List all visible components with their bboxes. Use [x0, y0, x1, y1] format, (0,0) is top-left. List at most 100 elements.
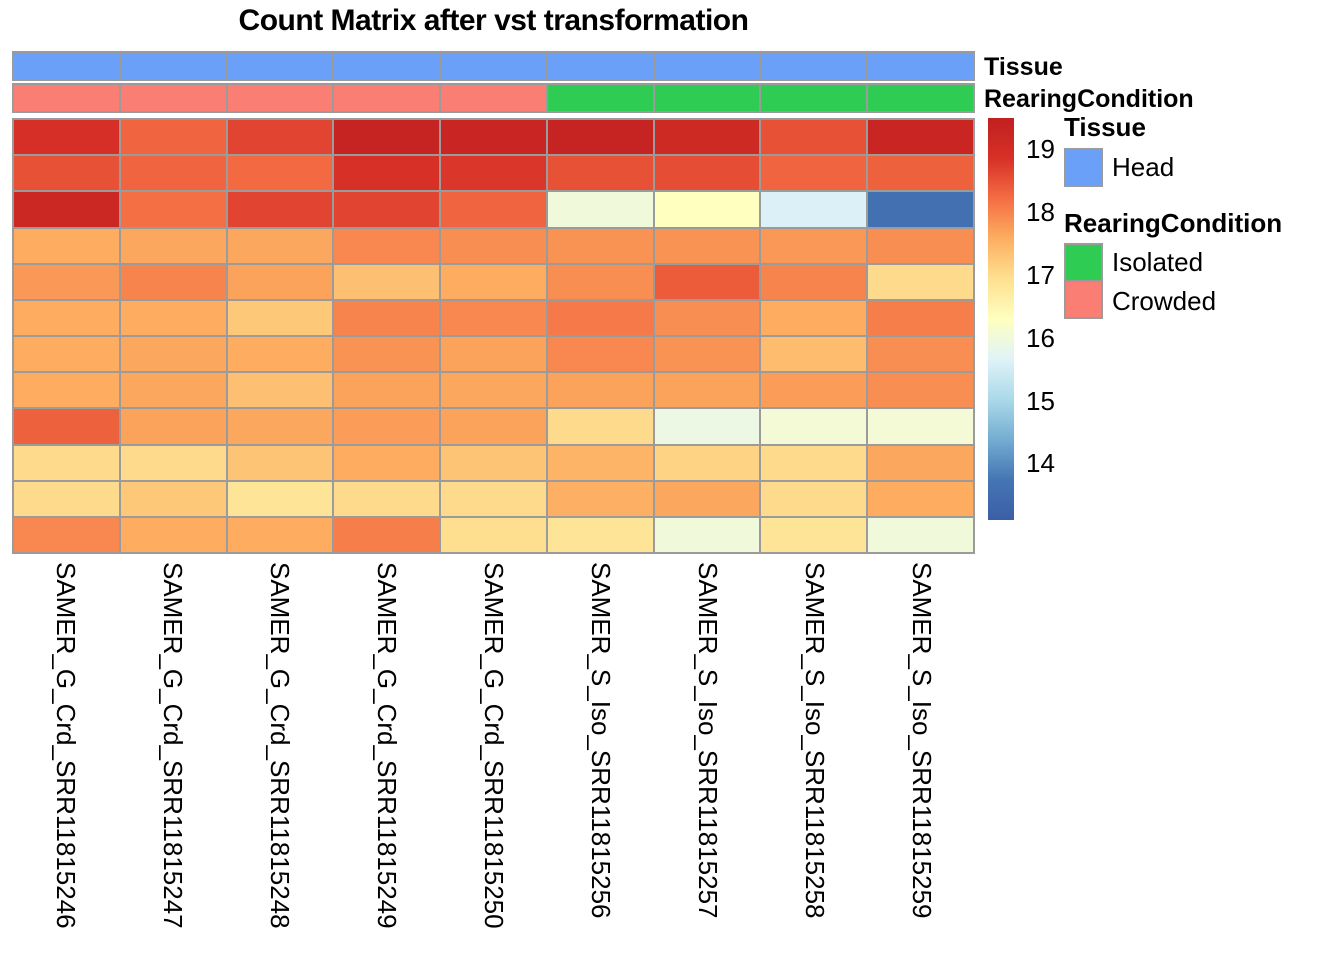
column-label: SAMER_G_Crd_SRR11815249 — [371, 562, 402, 929]
column-label: SAMER_S_Iso_SRR11815258 — [799, 562, 830, 919]
heatmap-cell — [547, 120, 653, 155]
column-label: SAMER_G_Crd_SRR11815246 — [50, 562, 81, 929]
heatmap-cell — [227, 517, 333, 552]
column-label: SAMER_G_Crd_SRR11815250 — [478, 562, 509, 929]
heatmap-cell — [227, 156, 333, 191]
heatmap-cell — [761, 300, 867, 335]
heatmap-cell — [868, 409, 973, 444]
heatmap-cell — [120, 373, 226, 408]
heatmap-cell — [868, 192, 973, 227]
annotation-cell-crowded — [14, 85, 119, 111]
annotation-cell-head — [334, 53, 440, 79]
heatmap-cell — [120, 337, 226, 372]
heatmap-cell — [441, 481, 546, 516]
heatmap-cell — [868, 120, 973, 155]
heatmap-cell — [14, 300, 119, 335]
color-scale-tick-label: 19 — [1026, 134, 1055, 165]
heatmap-cell — [120, 264, 226, 299]
heatmap-cell — [120, 300, 226, 335]
annotation-cell-isolated — [761, 85, 867, 111]
heatmap-cell — [334, 156, 440, 191]
annotation-cell-head — [120, 53, 226, 79]
heatmap-cell — [441, 517, 546, 552]
heatmap-cell — [14, 120, 119, 155]
heatmap-cell — [868, 156, 973, 191]
heatmap-cell — [654, 192, 760, 227]
annotation-cell-head — [227, 53, 333, 79]
annotation-cell-head — [441, 53, 546, 79]
heatmap-cell — [547, 373, 653, 408]
heatmap-cell — [868, 337, 973, 372]
annotation-bar-tissue — [12, 51, 975, 81]
heatmap-cell — [334, 373, 440, 408]
heatmap-cell — [761, 409, 867, 444]
heatmap-cell — [227, 373, 333, 408]
heatmap-cell — [654, 156, 760, 191]
legend-label-head: Head — [1112, 152, 1175, 182]
heatmap-cell — [120, 192, 226, 227]
annotation-cell-crowded — [441, 85, 546, 111]
heatmap-cell — [334, 481, 440, 516]
heatmap-cell — [334, 120, 440, 155]
annotation-cell-head — [14, 53, 119, 79]
annotation-cell-head — [868, 53, 973, 79]
heatmap-cell — [14, 156, 119, 191]
legend-swatch-head — [1064, 148, 1103, 187]
heatmap-cell — [14, 228, 119, 263]
heatmap-cell — [120, 409, 226, 444]
heatmap-cell — [441, 228, 546, 263]
heatmap-cell — [654, 445, 760, 480]
heatmap-cell — [14, 373, 119, 408]
heatmap-cell — [334, 337, 440, 372]
heatmap-cell — [227, 481, 333, 516]
heatmap-cell — [334, 517, 440, 552]
column-label: SAMER_S_Iso_SRR11815257 — [692, 562, 723, 919]
heatmap-cell — [868, 228, 973, 263]
annotation-cell-isolated — [868, 85, 973, 111]
legend-label-isolated: Isolated — [1112, 247, 1204, 277]
annotation-cell-isolated — [654, 85, 760, 111]
heatmap-cell — [761, 192, 867, 227]
annotation-cell-head — [547, 53, 653, 79]
heatmap-cell — [227, 300, 333, 335]
heatmap-cell — [547, 337, 653, 372]
column-label: SAMER_S_Iso_SRR11815256 — [585, 562, 616, 919]
heatmap-cell — [441, 409, 546, 444]
heatmap-cell — [120, 228, 226, 263]
legend-swatch-isolated — [1064, 243, 1103, 282]
heatmap-cell — [14, 409, 119, 444]
color-scale-tick-label: 14 — [1026, 448, 1055, 479]
heatmap-cell — [14, 445, 119, 480]
heatmap-cell — [227, 228, 333, 263]
heatmap-cell — [761, 373, 867, 408]
column-label: SAMER_S_Iso_SRR11815259 — [906, 562, 937, 919]
annotation-cell-crowded — [120, 85, 226, 111]
heatmap-cell — [441, 156, 546, 191]
heatmap-cell — [547, 264, 653, 299]
heatmap-cell — [441, 337, 546, 372]
heatmap-cell — [654, 120, 760, 155]
heatmap-cell — [868, 300, 973, 335]
heatmap-cell — [334, 300, 440, 335]
heatmap-cell — [227, 409, 333, 444]
heatmap-cell — [547, 517, 653, 552]
heatmap-cell — [334, 445, 440, 480]
heatmap-cell — [334, 228, 440, 263]
heatmap-cell — [547, 409, 653, 444]
heatmap-cell — [441, 373, 546, 408]
annotation-bar-label-tissue: Tissue — [984, 53, 1063, 81]
heatmap-cell — [654, 517, 760, 552]
heatmap-cell — [761, 228, 867, 263]
heatmap-cell — [14, 264, 119, 299]
heatmap-cell — [120, 120, 226, 155]
annotation-cell-isolated — [547, 85, 653, 111]
color-scale-bar — [988, 118, 1014, 520]
annotation-bar-rearing-condition — [12, 83, 975, 113]
heatmap-cell — [654, 481, 760, 516]
heatmap-cell — [227, 120, 333, 155]
heatmap-cell — [654, 264, 760, 299]
heatmap-cell — [441, 445, 546, 480]
annotation-bar-label-rearing-condition: RearingCondition — [984, 85, 1194, 113]
heatmap-cell — [441, 120, 546, 155]
